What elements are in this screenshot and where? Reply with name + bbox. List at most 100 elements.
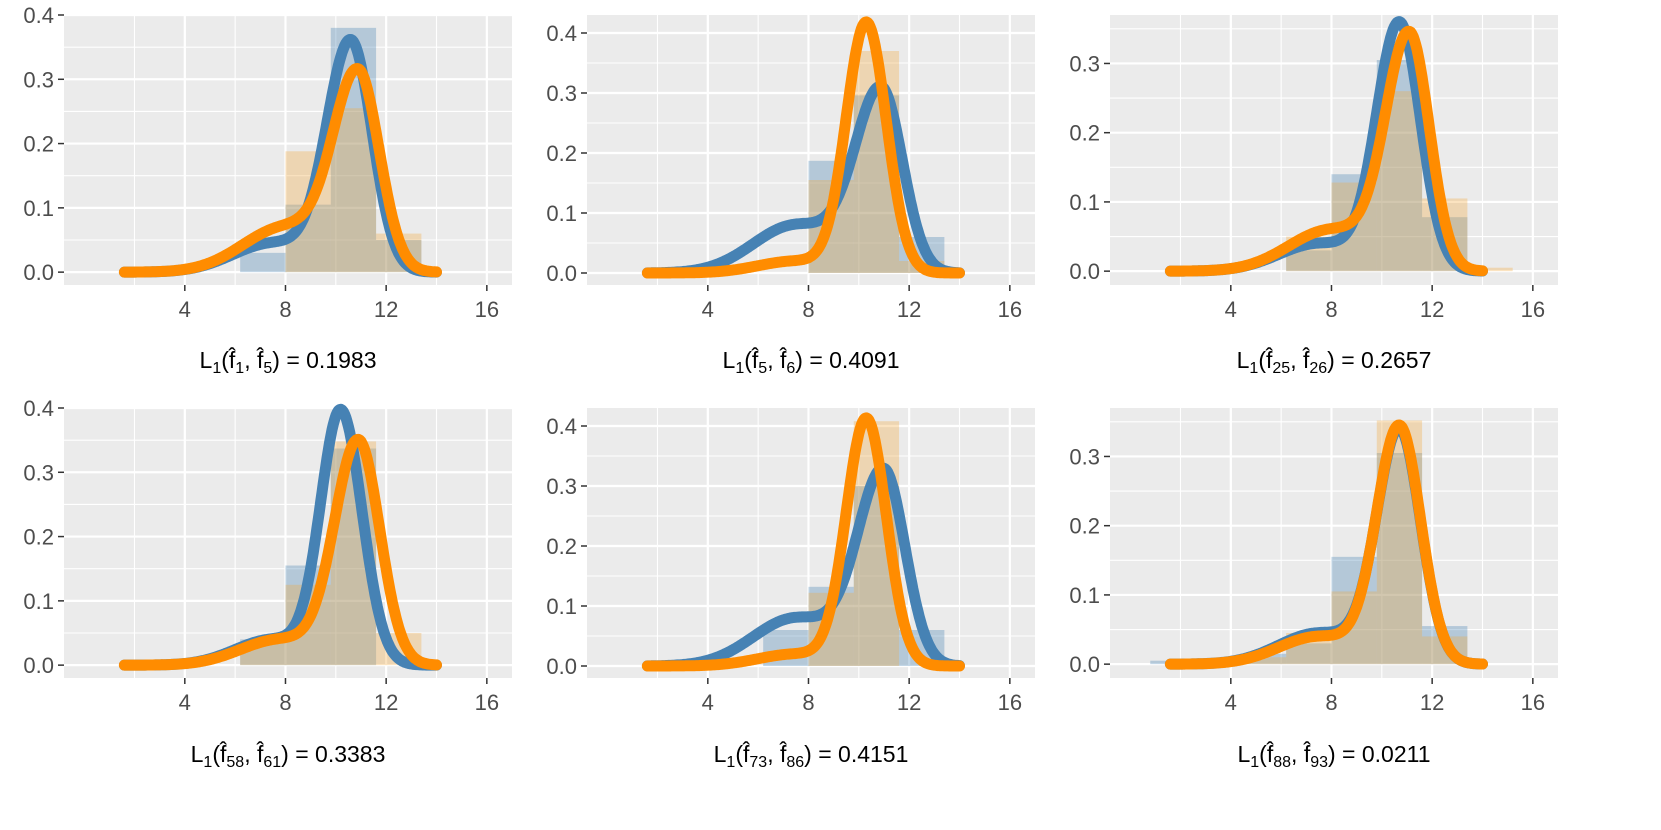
x-tick-label: 12	[374, 690, 398, 715]
x-tick-label: 4	[1225, 690, 1237, 715]
x-tick-label: 4	[179, 690, 191, 715]
x-tick-label: 16	[998, 690, 1022, 715]
y-tick-label: 0.3	[23, 67, 54, 92]
caption-text: ,	[244, 741, 257, 767]
x-tick-label: 8	[279, 297, 291, 322]
density-curve-orange	[641, 16, 965, 279]
caption-text: L	[714, 741, 727, 767]
panel-4: 4 8 12 160.00.10.20.30.4L1(f̂58, f̂61) = 0.…	[23, 396, 512, 771]
y-tick-label: 0.3	[1069, 51, 1100, 76]
panel-caption: L1(f̂1, f̂5) = 0.1983	[200, 346, 377, 377]
x-tick-label: 12	[374, 297, 398, 322]
caption-text: ) = 0.4091	[795, 347, 899, 373]
caption-text: (	[221, 347, 229, 373]
histogram-bar-blue	[240, 252, 286, 273]
caption-subscript: 6	[786, 360, 795, 377]
x-tick-label: 12	[897, 297, 921, 322]
x-tick-label: 12	[1420, 690, 1444, 715]
x-tick-label: 12	[897, 690, 921, 715]
x-tick-label: 8	[802, 297, 814, 322]
caption-text: f̂	[751, 346, 759, 373]
caption-subscript: 86	[786, 754, 804, 771]
panel-caption: L1(f̂88, f̂93) = 0.0211	[1237, 740, 1430, 771]
caption-text: f̂	[1265, 346, 1273, 373]
x-tick-label: 16	[475, 690, 499, 715]
panel-1: 4 8 12 160.00.10.20.30.4L1(f̂1, f̂5) = 0.19…	[23, 3, 512, 377]
caption-text: (	[1259, 741, 1267, 767]
caption-text: f̂	[1303, 740, 1311, 767]
x-tick-label: 4	[179, 297, 191, 322]
x-tick-label: 16	[1521, 297, 1545, 322]
y-tick-label: 0.0	[23, 653, 54, 678]
panel-caption: L1(f̂25, f̂26) = 0.2657	[1237, 346, 1432, 377]
caption-text: ) = 0.1983	[272, 347, 376, 373]
y-tick-label: 0.4	[23, 396, 54, 421]
panel-3: 4 8 12 160.00.10.20.3L1(f̂25, f̂26) = 0.265…	[1069, 15, 1558, 377]
caption-subscript: 1	[1250, 754, 1259, 771]
x-tick-label: 16	[1521, 690, 1545, 715]
caption-subscript: 93	[1310, 754, 1328, 771]
y-tick-label: 0.3	[546, 474, 577, 499]
density-curve-orange	[118, 63, 442, 278]
caption-subscript: 1	[726, 754, 735, 771]
caption-subscript: 26	[1309, 360, 1327, 377]
density-curve-orange	[1164, 419, 1488, 670]
y-tick-label: 0.1	[23, 589, 54, 614]
caption-text: L	[1237, 741, 1250, 767]
caption-text: L	[1237, 347, 1250, 373]
y-tick-label: 0.4	[546, 414, 577, 439]
caption-subscript: 88	[1273, 754, 1291, 771]
x-tick-label: 16	[998, 297, 1022, 322]
y-tick-label: 0.3	[546, 81, 577, 106]
histogram-bar-orange	[1467, 267, 1513, 272]
y-tick-label: 0.3	[1069, 444, 1100, 469]
caption-text: ) = 0.0211	[1328, 741, 1431, 767]
caption-text: f̂	[219, 740, 227, 767]
caption-subscript: 61	[263, 754, 281, 771]
panel-2: 4 8 12 160.00.10.20.30.4L1(f̂5, f̂6) = 0.40…	[546, 15, 1035, 377]
x-tick-label: 8	[1325, 297, 1337, 322]
y-tick-label: 0.0	[23, 260, 54, 285]
histogram-bar-blue	[1286, 643, 1332, 665]
x-tick-label: 16	[475, 297, 499, 322]
y-tick-label: 0.1	[1069, 583, 1100, 608]
histogram-bar-orange	[1240, 657, 1287, 665]
caption-text: ) = 0.3383	[281, 741, 385, 767]
x-tick-label: 4	[702, 297, 714, 322]
caption-text: ,	[1291, 741, 1304, 767]
panel-5: 4 8 12 160.00.10.20.30.4L1(f̂73, f̂86) = 0.…	[546, 408, 1035, 771]
panel-caption: L1(f̂5, f̂6) = 0.4091	[723, 346, 900, 377]
y-tick-label: 0.0	[1069, 652, 1100, 677]
caption-subscript: 1	[212, 360, 221, 377]
caption-text: (	[744, 347, 752, 373]
caption-text: ,	[767, 741, 780, 767]
caption-subscript: 73	[749, 754, 767, 771]
caption-text: f̂	[1266, 740, 1274, 767]
caption-text: (	[735, 741, 743, 767]
panel-6: 4 8 12 160.00.10.20.3L1(f̂88, f̂93) = 0.021…	[1069, 408, 1558, 771]
y-tick-label: 0.2	[23, 132, 54, 157]
density-curve-orange	[118, 433, 442, 671]
y-tick-label: 0.4	[546, 21, 577, 46]
panel-background	[587, 15, 1035, 285]
y-tick-label: 0.0	[1069, 259, 1100, 284]
density-curve-orange	[641, 412, 965, 672]
x-tick-label: 8	[802, 690, 814, 715]
caption-subscript: 58	[226, 754, 244, 771]
y-tick-label: 0.2	[546, 534, 577, 559]
x-tick-label: 8	[279, 690, 291, 715]
panel-caption: L1(f̂58, f̂61) = 0.3383	[191, 740, 386, 771]
caption-text: ,	[767, 347, 780, 373]
caption-text: L	[723, 347, 736, 373]
caption-text: f̂	[256, 740, 264, 767]
density-curve-orange	[1164, 25, 1488, 277]
caption-text: ,	[244, 347, 257, 373]
caption-text: f̂	[742, 740, 750, 767]
y-tick-label: 0.3	[23, 460, 54, 485]
histogram-bar-blue	[1286, 250, 1332, 272]
caption-text: ) = 0.4151	[804, 741, 908, 767]
caption-subscript: 5	[263, 360, 272, 377]
y-tick-label: 0.2	[23, 525, 54, 550]
caption-subscript: 1	[203, 754, 212, 771]
